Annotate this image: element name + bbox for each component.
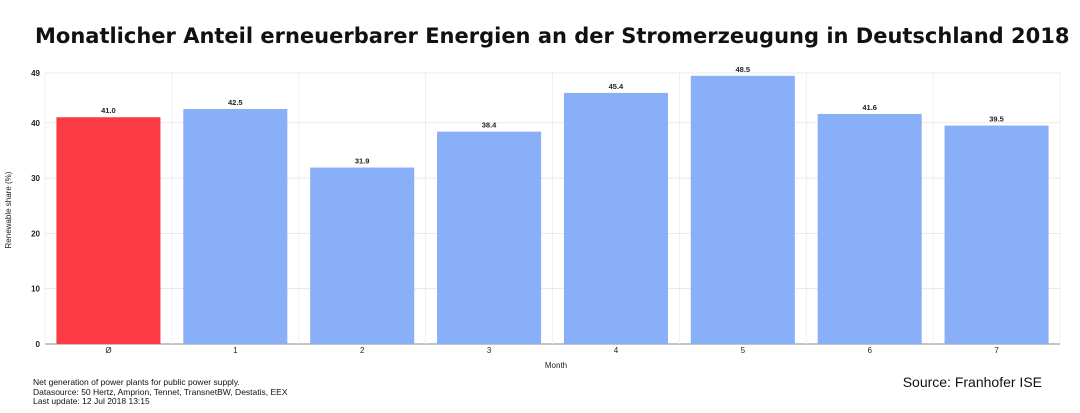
y-tick-label: 10 (31, 285, 40, 294)
x-tick-label: 4 (614, 346, 619, 355)
bar (56, 117, 161, 344)
bar-value-label: 41.0 (101, 106, 116, 115)
source-credit: Source: Franhofer ISE (902, 374, 1042, 390)
bars (56, 75, 1049, 345)
bar-value-label: 38.4 (482, 121, 497, 130)
bar-value-label: 41.6 (862, 103, 877, 112)
y-tick-label: 0 (36, 340, 41, 349)
bar-value-label: 45.4 (609, 82, 624, 91)
y-tick-label: 40 (31, 119, 40, 128)
footnote: Net generation of power plants for publi… (33, 377, 288, 407)
x-tick-label: 2 (360, 346, 365, 355)
x-tick-label: Ø (105, 346, 111, 355)
bar-value-label: 31.9 (355, 157, 370, 166)
bar (817, 113, 922, 344)
x-tick-label: 7 (994, 346, 999, 355)
chart-title: Monatlicher Anteil erneuerbarer Energien… (35, 24, 1070, 48)
y-axis-label: Renewable share (%) (4, 171, 13, 248)
footnote-line-2: Datasource: 50 Hertz, Amprion, Tennet, T… (33, 386, 288, 397)
x-tick-label: 5 (741, 346, 746, 355)
bar-value-label: 48.5 (736, 65, 751, 74)
bar-value-label: 39.5 (989, 115, 1004, 124)
bar (183, 108, 288, 345)
bar-value-label: 42.5 (228, 98, 243, 107)
bar (944, 125, 1049, 344)
y-tick-label: 30 (31, 174, 40, 183)
y-tick-label: 49 (31, 69, 40, 78)
x-tick-label: 3 (487, 346, 492, 355)
x-tick-labels: Ø 1 2 3 4 5 6 7 (105, 346, 999, 355)
data-labels: 41.0 42.5 31.9 38.4 45.4 48.5 41.6 39.5 (101, 65, 1004, 166)
y-tick-labels: 0 10 20 30 40 49 (31, 69, 40, 349)
x-axis-label: Month (545, 361, 567, 370)
x-tick-label: 6 (867, 346, 872, 355)
bar (690, 75, 795, 344)
y-tick-label: 20 (31, 229, 40, 238)
x-tick-label: 1 (233, 346, 238, 355)
bar (563, 92, 668, 344)
footnote-line-3: Last update: 12 Jul 2018 13:15 (33, 396, 150, 406)
bar (437, 131, 542, 344)
bar (310, 167, 415, 344)
footnote-line-1: Net generation of power plants for publi… (33, 377, 240, 387)
